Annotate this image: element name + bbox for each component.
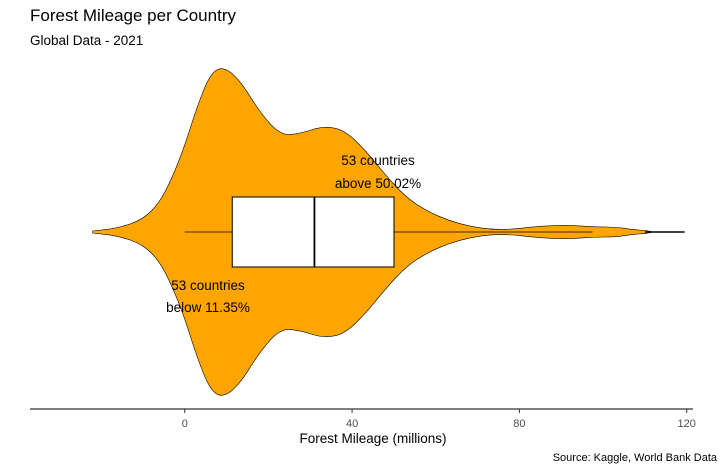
x-tick-label: 80 (513, 418, 525, 430)
x-tick-label: 120 (678, 418, 696, 430)
annotation-above-line-2: above 50.02% (335, 176, 421, 191)
box-iqr (231, 196, 395, 268)
annotation-below-line-2: below 11.35% (166, 300, 250, 315)
annotation-above-line-1: 53 countries (341, 153, 415, 168)
source-note: Source: Kaggle, World Bank Data (552, 452, 717, 464)
annotation-below-line-1: 53 countries (171, 278, 245, 293)
chart-subtitle: Global Data - 2021 (30, 33, 144, 48)
x-tick-label: 0 (182, 418, 188, 430)
chart-title: Forest Mileage per Country (30, 6, 236, 25)
x-tick-label: 40 (346, 418, 358, 430)
x-axis-title: Forest Mileage (millions) (299, 431, 446, 446)
